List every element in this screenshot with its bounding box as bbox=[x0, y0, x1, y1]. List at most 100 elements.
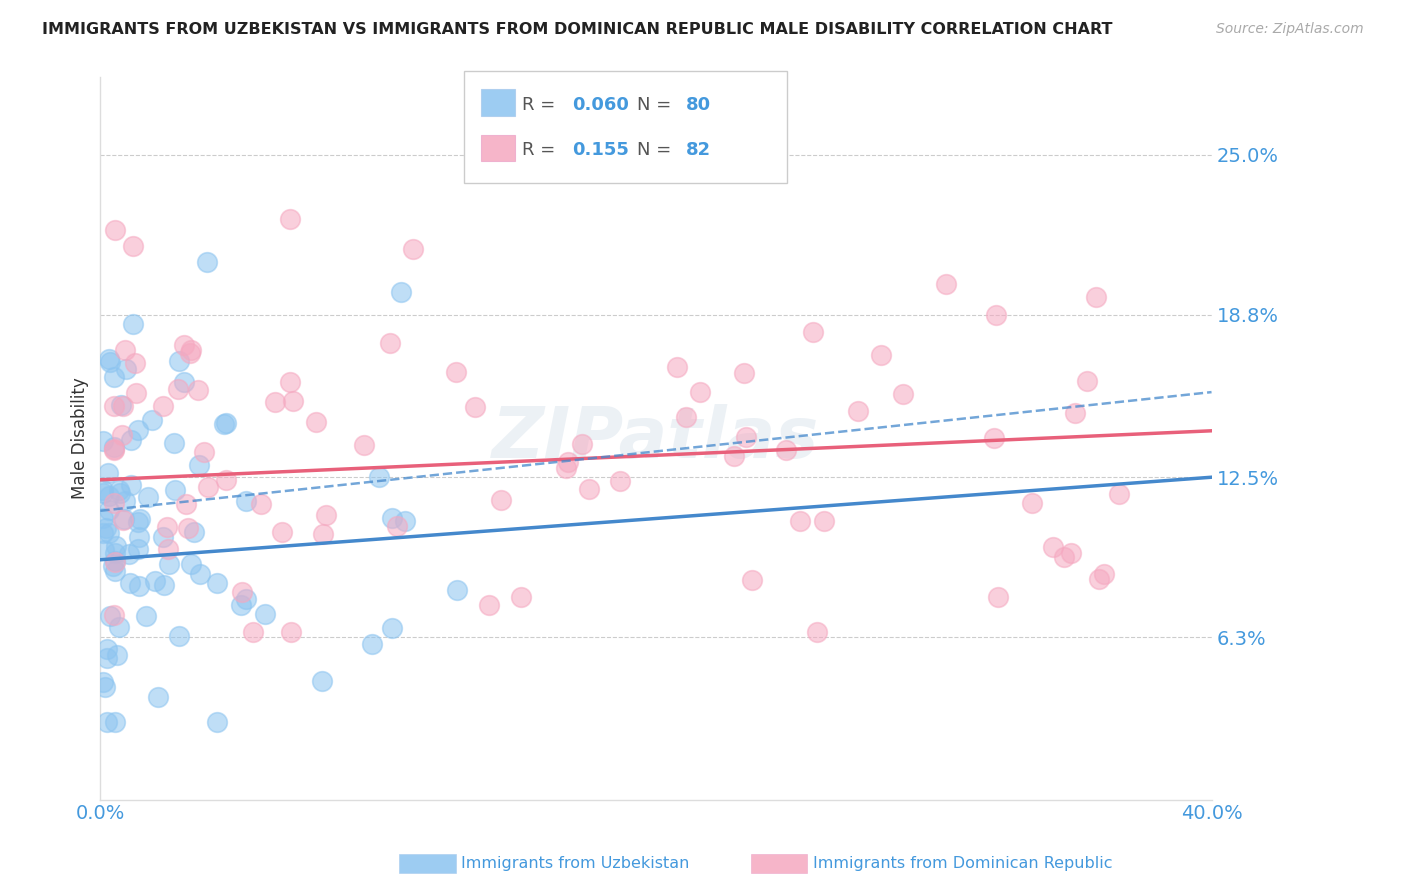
Point bbox=[813, 515, 835, 529]
Point bbox=[173, 375, 195, 389]
Point bbox=[118, 547, 141, 561]
Text: Immigrants from Dominican Republic: Immigrants from Dominican Republic bbox=[813, 856, 1112, 871]
Point bbox=[93, 681, 115, 695]
Point bbox=[188, 458, 211, 473]
Text: ZIPatlas: ZIPatlas bbox=[492, 404, 820, 473]
Point bbox=[735, 430, 758, 444]
Point bbox=[1076, 374, 1098, 388]
Point bbox=[367, 470, 389, 484]
Point bbox=[104, 715, 127, 730]
Text: R =: R = bbox=[522, 141, 561, 159]
Point bbox=[578, 483, 600, 497]
Point bbox=[146, 690, 169, 704]
Point bbox=[96, 715, 118, 730]
Point bbox=[180, 557, 202, 571]
Point bbox=[215, 416, 238, 430]
Point bbox=[94, 521, 117, 535]
Point bbox=[108, 483, 131, 497]
Point bbox=[231, 584, 253, 599]
Point bbox=[177, 521, 200, 535]
Point bbox=[103, 442, 125, 456]
Point bbox=[1060, 546, 1083, 560]
Text: 0.060: 0.060 bbox=[572, 95, 628, 113]
Point bbox=[205, 576, 228, 591]
Point bbox=[378, 335, 401, 350]
Point bbox=[114, 343, 136, 358]
Point bbox=[207, 715, 229, 730]
Point bbox=[135, 608, 157, 623]
Point bbox=[97, 525, 120, 540]
Point bbox=[127, 423, 149, 437]
Point bbox=[557, 455, 579, 469]
Point bbox=[103, 369, 125, 384]
Point bbox=[806, 624, 828, 639]
Point bbox=[264, 394, 287, 409]
Point bbox=[555, 460, 578, 475]
Point bbox=[179, 346, 201, 360]
Point bbox=[229, 598, 252, 612]
Point bbox=[101, 558, 124, 573]
Y-axis label: Male Disability: Male Disability bbox=[72, 377, 89, 500]
Point bbox=[870, 348, 893, 362]
Point bbox=[105, 648, 128, 663]
Point bbox=[195, 255, 218, 269]
Point bbox=[801, 326, 824, 340]
Point bbox=[1042, 541, 1064, 555]
Point bbox=[986, 590, 1008, 604]
Text: N =: N = bbox=[637, 95, 676, 113]
Text: 0.155: 0.155 bbox=[572, 141, 628, 159]
Point bbox=[128, 512, 150, 526]
Point bbox=[250, 497, 273, 511]
Point bbox=[666, 359, 689, 374]
Point bbox=[110, 398, 132, 412]
Point bbox=[91, 675, 114, 690]
Point bbox=[510, 591, 533, 605]
Point bbox=[103, 399, 125, 413]
Point bbox=[96, 641, 118, 656]
Point bbox=[214, 417, 236, 431]
Point bbox=[311, 673, 333, 688]
Point bbox=[104, 555, 127, 569]
Point bbox=[98, 489, 121, 503]
Point bbox=[91, 434, 114, 448]
Point bbox=[98, 609, 121, 624]
Point bbox=[1021, 496, 1043, 510]
Text: Immigrants from Uzbekistan: Immigrants from Uzbekistan bbox=[461, 856, 689, 871]
Point bbox=[104, 539, 127, 553]
Point bbox=[97, 466, 120, 480]
Point bbox=[163, 436, 186, 450]
Point bbox=[93, 542, 115, 557]
Point bbox=[103, 607, 125, 622]
Point bbox=[167, 354, 190, 368]
Point bbox=[156, 541, 179, 556]
Text: 82: 82 bbox=[686, 141, 711, 159]
Point bbox=[254, 607, 277, 621]
Point bbox=[1092, 567, 1115, 582]
Point bbox=[394, 515, 416, 529]
Point bbox=[733, 366, 755, 380]
Point bbox=[157, 558, 180, 572]
Point bbox=[353, 438, 375, 452]
Point bbox=[689, 384, 711, 399]
Text: IMMIGRANTS FROM UZBEKISTAN VS IMMIGRANTS FROM DOMINICAN REPUBLIC MALE DISABILITY: IMMIGRANTS FROM UZBEKISTAN VS IMMIGRANTS… bbox=[42, 22, 1112, 37]
Point bbox=[789, 514, 811, 528]
Point bbox=[167, 382, 190, 396]
Point bbox=[103, 443, 125, 458]
Point bbox=[112, 512, 135, 526]
Point bbox=[180, 343, 202, 357]
Point bbox=[120, 576, 142, 591]
Text: R =: R = bbox=[522, 95, 561, 113]
Point bbox=[103, 441, 125, 455]
Point bbox=[381, 511, 404, 525]
Point bbox=[935, 277, 957, 291]
Point bbox=[110, 428, 132, 442]
Point bbox=[108, 486, 131, 500]
Point bbox=[1084, 290, 1107, 304]
Point bbox=[280, 624, 302, 639]
Point bbox=[152, 530, 174, 544]
Point bbox=[1064, 406, 1087, 420]
Point bbox=[235, 591, 257, 606]
Point bbox=[114, 361, 136, 376]
Point bbox=[128, 530, 150, 544]
Point bbox=[235, 494, 257, 508]
